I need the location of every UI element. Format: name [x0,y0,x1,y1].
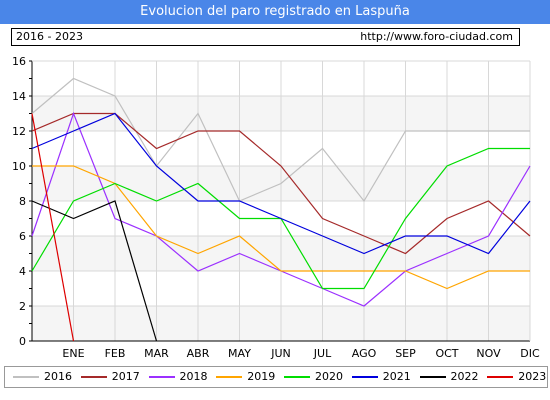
legend-swatch [148,376,175,378]
y-tick-label: 4 [19,265,26,278]
x-tick-label: SEP [395,347,416,360]
x-tick-label: ABR [187,347,210,360]
info-bar: 2016 - 2023 http://www.foro-ciudad.com [11,28,520,46]
chart-title: Evolucion del paro registrado en Laspuña [0,0,550,24]
legend-label: 2021 [382,370,411,383]
chart-legend: 2016 2017 2018 2019 2020 2021 2022 2023 [4,366,548,388]
x-tick-label: OCT [435,347,458,360]
legend-label: 2020 [315,370,343,383]
legend-swatch [487,376,514,378]
series-line-2021 [31,112,531,255]
legend-label: 2023 [518,370,547,383]
y-tick-label: 0 [19,335,26,348]
y-tick-label: 12 [12,125,26,138]
y-tick-label: 10 [12,160,26,173]
legend-swatch [80,376,107,378]
legend-swatch [284,376,310,378]
series-line-2023 [31,113,75,342]
series-line-2022 [31,200,158,342]
y-tick-label: 2 [19,300,26,313]
legend-swatch [351,376,378,378]
y-tick-label: 16 [12,55,26,68]
x-tick-label: DIC [520,347,540,360]
x-tick-label: MAR [144,347,169,360]
source-url[interactable]: http://www.foro-ciudad.com [360,30,513,43]
series-line-2016 [31,77,530,203]
y-tick-label: 8 [19,195,26,208]
legend-label: 2016 [44,370,72,383]
legend-label: 2018 [179,370,208,383]
y-tick-label: 14 [12,90,26,103]
x-tick-label: MAY [228,347,251,360]
legend-label: 2019 [247,370,276,383]
line-chart: 0 2 4 6 8 10 12 14 16 ENE FEB MAR ABR MAY JUN JUL AGO SEP… [12,55,540,360]
x-tick-label: NOV [476,347,501,360]
legend-swatch [13,376,39,378]
legend-swatch [216,376,243,378]
x-tick-label: JUL [313,347,332,360]
legend-label: 2017 [111,370,140,383]
x-tick-label: JUN [270,347,291,360]
legend-label: 2022 [450,370,479,383]
x-tick-label: ENE [62,347,84,360]
x-tick-label: FEB [105,347,126,360]
legend-swatch [419,376,446,378]
x-tick-label: AGO [352,347,377,360]
year-range: 2016 - 2023 [16,30,83,43]
y-tick-label: 6 [19,230,26,243]
